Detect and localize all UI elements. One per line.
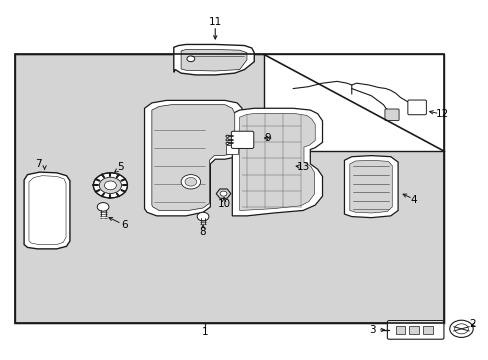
FancyBboxPatch shape	[422, 325, 432, 334]
Circle shape	[104, 181, 116, 190]
Polygon shape	[24, 172, 70, 249]
Circle shape	[184, 177, 196, 186]
FancyBboxPatch shape	[386, 320, 443, 339]
Text: 10: 10	[217, 199, 230, 210]
Text: 2: 2	[468, 319, 475, 329]
Text: 7: 7	[35, 159, 42, 169]
Polygon shape	[152, 105, 234, 211]
Polygon shape	[173, 44, 254, 75]
Bar	[264, 54, 444, 151]
Polygon shape	[239, 113, 315, 211]
Circle shape	[225, 135, 228, 137]
Text: 6: 6	[122, 220, 128, 230]
Circle shape	[93, 173, 127, 198]
Text: 11: 11	[208, 17, 222, 27]
Text: 9: 9	[264, 133, 270, 143]
Bar	[225, 145, 238, 154]
Polygon shape	[144, 100, 242, 216]
Polygon shape	[232, 108, 322, 216]
FancyBboxPatch shape	[231, 131, 253, 148]
Circle shape	[220, 191, 226, 196]
Text: 8: 8	[199, 227, 206, 237]
Text: 13: 13	[296, 162, 309, 172]
FancyBboxPatch shape	[408, 325, 418, 334]
Text: 5: 5	[117, 162, 123, 172]
Circle shape	[186, 56, 194, 62]
Text: 4: 4	[410, 195, 417, 205]
Circle shape	[454, 324, 468, 334]
Bar	[15, 54, 444, 323]
Polygon shape	[29, 176, 66, 244]
Polygon shape	[349, 160, 391, 213]
Circle shape	[99, 177, 121, 194]
FancyBboxPatch shape	[395, 325, 405, 334]
Circle shape	[225, 139, 228, 141]
Circle shape	[225, 142, 228, 144]
FancyBboxPatch shape	[407, 100, 426, 115]
Circle shape	[97, 203, 109, 211]
Polygon shape	[344, 156, 397, 218]
Polygon shape	[216, 189, 230, 198]
Text: 12: 12	[434, 109, 447, 119]
Text: 3: 3	[368, 325, 375, 335]
Text: 1: 1	[202, 327, 208, 337]
Circle shape	[449, 320, 472, 337]
FancyBboxPatch shape	[384, 109, 398, 121]
Circle shape	[197, 212, 208, 221]
Polygon shape	[181, 49, 246, 71]
Polygon shape	[15, 54, 444, 323]
Circle shape	[181, 175, 200, 189]
